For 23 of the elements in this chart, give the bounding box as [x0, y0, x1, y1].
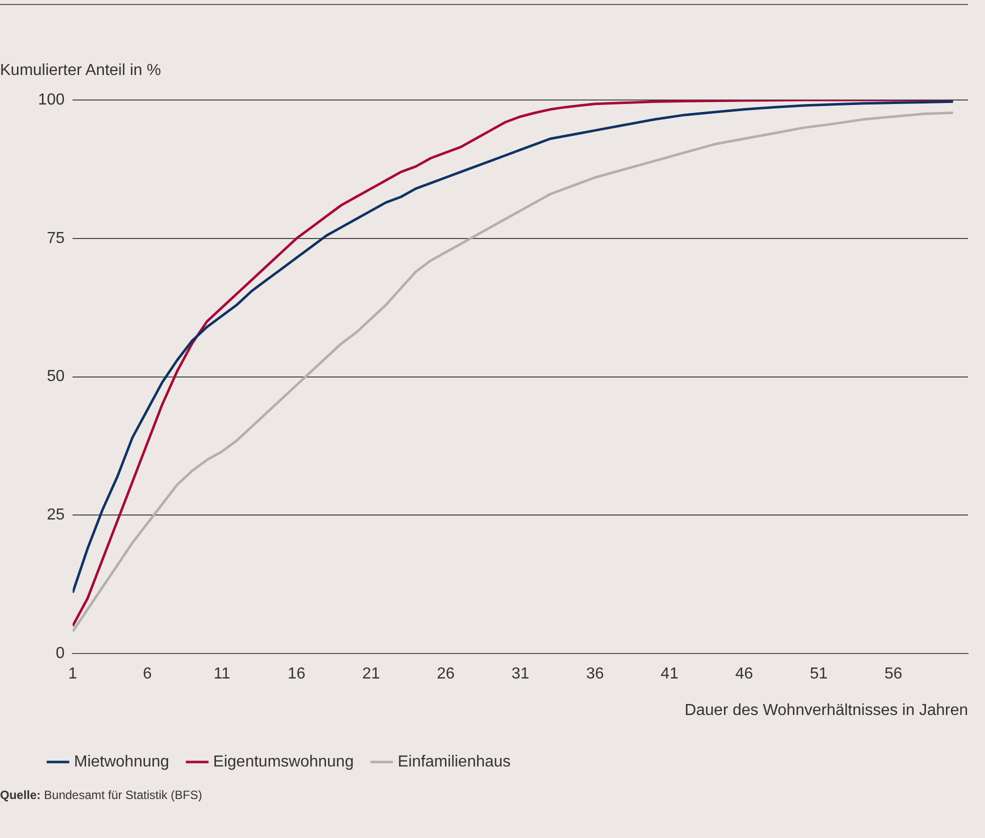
source-note: Quelle: Bundesamt für Statistik (BFS): [0, 788, 202, 802]
x-tick-label: 1: [68, 666, 78, 683]
x-tick-label: 41: [660, 666, 679, 683]
y-tick-label: 0: [56, 645, 65, 662]
x-tick-label: 56: [884, 666, 902, 683]
x-tick-label: 16: [288, 666, 306, 683]
legend-label: Mietwohnung: [74, 753, 170, 770]
x-tick-label: 26: [436, 666, 455, 683]
x-tick-label: 31: [511, 666, 530, 683]
legend-label: Einfamilienhaus: [398, 753, 511, 770]
x-tick-label: 11: [214, 666, 230, 683]
x-tick-label: 6: [142, 666, 152, 683]
y-tick-label: 50: [46, 368, 65, 386]
x-tick-label: 36: [586, 666, 604, 683]
y-tick-label: 100: [38, 91, 65, 108]
x-axis-title: Dauer des Wohnverhältnisses in Jahren: [684, 702, 968, 719]
x-tick-label: 51: [810, 666, 828, 683]
legend-label: Eigentumswohnung: [213, 753, 354, 770]
x-tick-label: 21: [362, 666, 380, 683]
y-axis-title: Kumulierter Anteil in %: [0, 62, 161, 80]
y-tick-label: 75: [46, 230, 65, 247]
x-tick-label: 46: [735, 666, 754, 683]
y-tick-label: 25: [46, 506, 65, 524]
